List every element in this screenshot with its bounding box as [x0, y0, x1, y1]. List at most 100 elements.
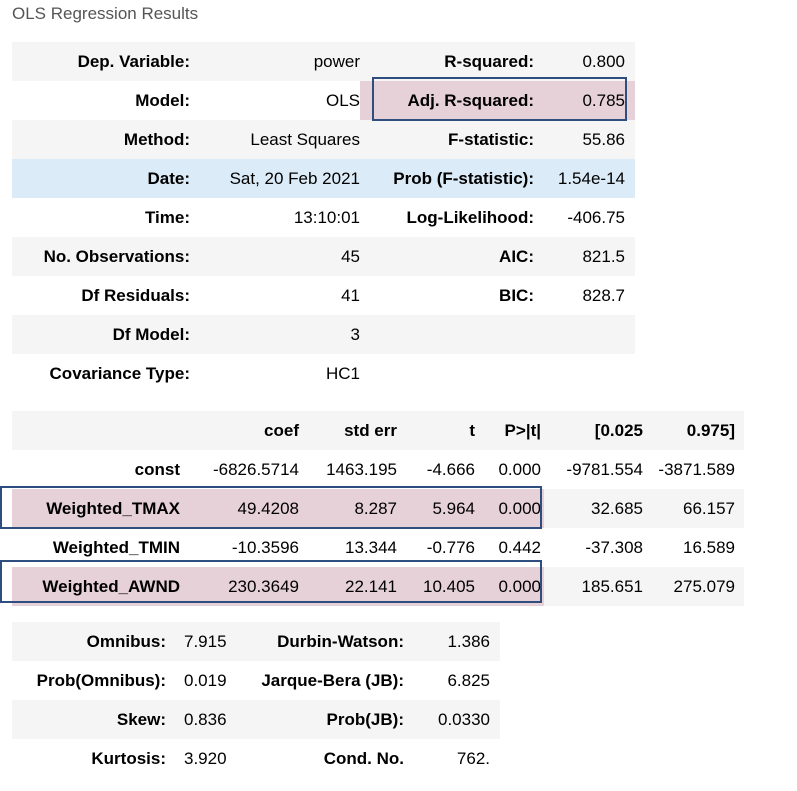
- table-row: Method: Least Squares F-statistic: 55.86: [12, 120, 635, 159]
- summary-label: [360, 315, 540, 354]
- coef-cell: -10.3596: [231, 537, 299, 557]
- summary-label: Df Residuals:: [81, 285, 190, 305]
- table-row: Weighted_TMAX 49.4208 8.287 5.964 0.000 …: [12, 489, 744, 528]
- diag-label: Omnibus:: [86, 631, 166, 651]
- diag-value: 0.019: [184, 670, 227, 690]
- column-header: [0.025: [594, 420, 643, 440]
- table-header-row: coef std err t P>|t| [0.025 0.975]: [12, 411, 744, 450]
- summary-value: 821.5: [582, 246, 625, 266]
- summary-label: F-statistic:: [448, 129, 534, 149]
- summary-value: 3: [350, 324, 360, 344]
- table-row: Df Residuals: 41 BIC: 828.7: [12, 276, 635, 315]
- diag-value: 0.0330: [438, 709, 490, 729]
- table-row: Prob(Omnibus): 0.019 Jarque-Bera (JB): 6…: [12, 661, 500, 700]
- column-header: t: [469, 420, 475, 440]
- diag-label: Skew:: [116, 709, 166, 729]
- ci-low-cell: -9781.554: [566, 459, 643, 479]
- summary-label: Log-Likelihood:: [406, 207, 534, 227]
- ci-high-cell: 275.079: [673, 576, 735, 596]
- variable-name: Weighted_AWND: [12, 567, 186, 606]
- diag-label: Durbin-Watson:: [277, 631, 404, 651]
- variable-name: Weighted_TMIN: [52, 537, 180, 557]
- table-row: Skew: 0.836 Prob(JB): 0.0330: [12, 700, 500, 739]
- model-summary-table: Dep. Variable: power R-squared: 0.800 Mo…: [12, 42, 635, 393]
- column-header: 0.975]: [686, 420, 735, 440]
- column-header: std err: [344, 420, 397, 440]
- column-header: [12, 411, 186, 450]
- summary-value: 828.7: [582, 285, 625, 305]
- summary-label-highlighted: Adj. R-squared:: [360, 81, 540, 120]
- diag-value: 0.836: [184, 709, 227, 729]
- ci-low-cell: -37.308: [585, 537, 643, 557]
- variable-name: const: [134, 459, 180, 479]
- summary-value: [540, 315, 635, 354]
- t-cell: -0.776: [426, 537, 475, 557]
- summary-value: Least Squares: [250, 129, 360, 149]
- diag-label: Prob(JB):: [326, 709, 404, 729]
- table-row: Time: 13:10:01 Log-Likelihood: -406.75: [12, 198, 635, 237]
- diag-value: 7.915: [184, 631, 227, 651]
- summary-label: [360, 354, 540, 393]
- summary-value-highlighted: 0.785: [540, 81, 635, 120]
- summary-value: 13:10:01: [293, 207, 360, 227]
- table-row: Omnibus: 7.915 Durbin-Watson: 1.386: [12, 622, 500, 661]
- table-row: Weighted_AWND 230.3649 22.141 10.405 0.0…: [12, 567, 744, 606]
- coefficient-table: coef std err t P>|t| [0.025 0.975] const…: [12, 411, 744, 606]
- diag-label: Jarque-Bera (JB):: [261, 670, 404, 690]
- summary-label: Dep. Variable:: [77, 51, 190, 71]
- column-header: P>|t|: [504, 420, 541, 440]
- std-err-cell: 22.141: [302, 567, 400, 606]
- t-cell: 10.405: [400, 567, 478, 606]
- table-row: Covariance Type: HC1: [12, 354, 635, 393]
- table-row: Dep. Variable: power R-squared: 0.800: [12, 42, 635, 81]
- summary-label: R-squared:: [444, 51, 534, 71]
- ci-low-cell: 32.685: [591, 498, 643, 518]
- summary-label: BIC:: [499, 285, 534, 305]
- summary-value: OLS: [325, 90, 360, 110]
- coef-cell: 230.3649: [186, 567, 302, 606]
- p-cell: 0.000: [478, 567, 544, 606]
- diag-value: 762.: [456, 748, 490, 768]
- summary-value: 45: [341, 246, 360, 266]
- ci-high-cell: 16.589: [683, 537, 735, 557]
- summary-label: Prob (F-statistic):: [393, 168, 534, 188]
- table-caption: OLS Regression Results: [12, 4, 199, 23]
- t-cell: 5.964: [400, 489, 478, 528]
- diag-value: 1.386: [447, 631, 490, 651]
- table-row: No. Observations: 45 AIC: 821.5: [12, 237, 635, 276]
- ci-high-cell: 66.157: [683, 498, 735, 518]
- summary-label: Method:: [123, 129, 190, 149]
- summary-value: -406.75: [567, 207, 625, 227]
- diag-label: Prob(Omnibus):: [36, 670, 166, 690]
- diag-label: Cond. No.: [323, 748, 404, 768]
- summary-value: power: [313, 51, 360, 71]
- p-cell: 0.442: [498, 537, 541, 557]
- ci-high-cell: -3871.589: [658, 459, 735, 479]
- column-header: coef: [264, 420, 299, 440]
- table-row: const -6826.5714 1463.195 -4.666 0.000 -…: [12, 450, 744, 489]
- summary-label: Date:: [147, 168, 190, 188]
- summary-label: Covariance Type:: [49, 363, 190, 383]
- coef-cell: -6826.5714: [212, 459, 299, 479]
- diag-value: 6.825: [447, 670, 490, 690]
- summary-value: 0.800: [582, 51, 625, 71]
- table-row: Kurtosis: 3.920 Cond. No. 762.: [12, 739, 500, 778]
- diag-value: 3.920: [184, 748, 227, 768]
- table-row: Weighted_TMIN -10.3596 13.344 -0.776 0.4…: [12, 528, 744, 567]
- diagnostics-table: Omnibus: 7.915 Durbin-Watson: 1.386 Prob…: [12, 622, 500, 778]
- table-row: Model: OLS Adj. R-squared: 0.785: [12, 81, 635, 120]
- std-err-cell: 1463.195: [326, 459, 397, 479]
- table-row-hovered: Date: Sat, 20 Feb 2021 Prob (F-statistic…: [12, 159, 635, 198]
- summary-value: Sat, 20 Feb 2021: [229, 168, 360, 188]
- summary-value: 55.86: [582, 129, 625, 149]
- summary-label: Model:: [135, 90, 190, 110]
- summary-value: 41: [341, 285, 360, 305]
- table-row: Df Model: 3: [12, 315, 635, 354]
- summary-label: AIC:: [499, 246, 534, 266]
- t-cell: -4.666: [426, 459, 475, 479]
- summary-label: No. Observations:: [43, 246, 190, 266]
- ci-low-cell: 185.651: [581, 576, 643, 596]
- std-err-cell: 13.344: [345, 537, 397, 557]
- coef-cell: 49.4208: [186, 489, 302, 528]
- summary-label: Time:: [144, 207, 190, 227]
